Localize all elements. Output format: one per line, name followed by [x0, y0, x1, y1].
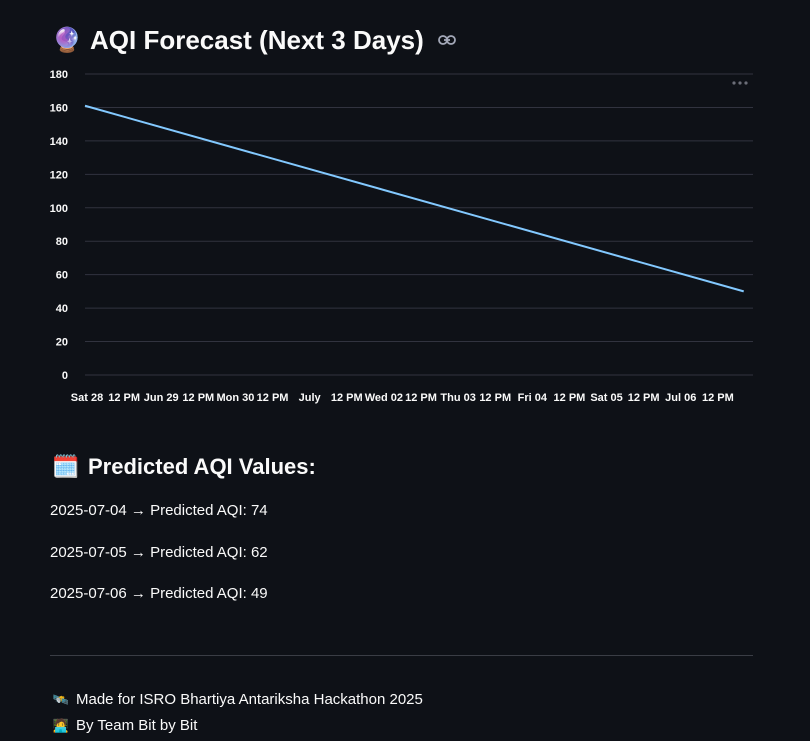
x-tick-label: 12 PM	[331, 392, 363, 404]
x-tick-label: July	[299, 392, 322, 404]
footer-credit-text: Made for ISRO Bhartiya Antariksha Hackat…	[76, 691, 423, 708]
x-tick-label: Thu 03	[440, 392, 475, 404]
y-tick-label: 20	[56, 337, 68, 349]
y-tick-label: 100	[50, 203, 68, 215]
x-tick-label: Fri 04	[518, 392, 548, 404]
x-tick-label: 12 PM	[405, 392, 437, 404]
x-tick-label: 12 PM	[182, 392, 214, 404]
footer-team: 🧑‍💻 By Team Bit by Bit	[52, 717, 198, 734]
y-tick-label: 80	[56, 236, 68, 248]
page-title-text: AQI Forecast (Next 3 Days)	[90, 24, 424, 55]
predictions-heading: 🗓️ Predicted AQI Values:	[52, 452, 316, 482]
x-tick-label: 12 PM	[479, 392, 511, 404]
series-line	[84, 104, 744, 293]
x-tick-label: Wed 02	[365, 392, 403, 404]
y-tick-label: 160	[50, 102, 68, 114]
x-tick-label: Jun 29	[144, 392, 179, 404]
x-tick-label: Sat 05	[590, 392, 622, 404]
x-tick-label: 12 PM	[108, 392, 140, 404]
divider	[50, 655, 753, 656]
footer-credit: 🛰️ Made for ISRO Bhartiya Antariksha Hac…	[52, 691, 423, 708]
chart-menu-button[interactable]	[728, 76, 752, 90]
x-tick-label: 12 PM	[702, 392, 734, 404]
y-tick-label: 0	[62, 370, 68, 382]
x-tick-label: 12 PM	[257, 392, 289, 404]
y-tick-label: 40	[56, 303, 68, 315]
y-tick-label: 60	[56, 270, 68, 282]
x-tick-label: 12 PM	[554, 392, 586, 404]
technologist-icon: 🧑‍💻	[52, 717, 70, 733]
predictions-heading-text: Predicted AQI Values:	[88, 454, 316, 479]
link-icon[interactable]	[437, 34, 456, 46]
page-title: 🔮 AQI Forecast (Next 3 Days)	[52, 22, 456, 58]
footer-team-text: By Team Bit by Bit	[76, 717, 198, 734]
crystal-ball-icon: 🔮	[52, 26, 82, 54]
prediction-item: 2025-07-05 → Predicted AQI: 62	[50, 544, 268, 561]
calendar-icon: 🗓️	[52, 454, 80, 479]
y-tick-label: 140	[50, 136, 68, 148]
prediction-item: 2025-07-04 → Predicted AQI: 74	[50, 502, 268, 519]
y-tick-label: 120	[50, 169, 68, 181]
y-tick-label: 180	[50, 69, 68, 81]
x-tick-label: Jul 06	[665, 392, 696, 404]
satellite-icon: 🛰️	[52, 691, 70, 707]
x-tick-label: 12 PM	[628, 392, 660, 404]
x-tick-label: Mon 30	[216, 392, 254, 404]
x-tick-label: Sat 28	[71, 392, 103, 404]
prediction-item: 2025-07-06 → Predicted AQI: 49	[50, 585, 268, 602]
